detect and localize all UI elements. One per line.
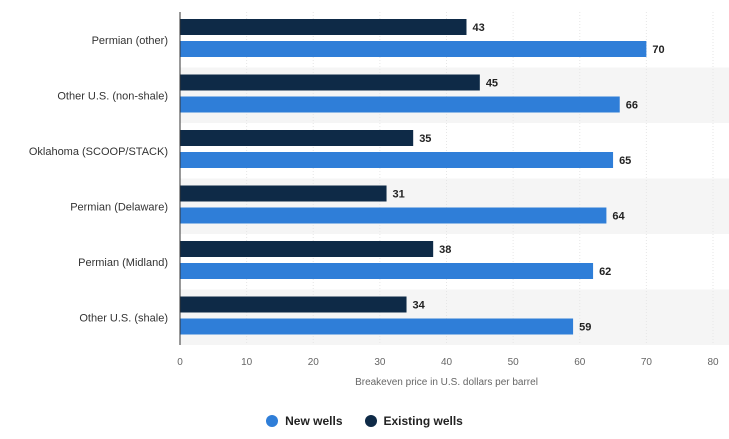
- legend-item-new-wells[interactable]: New wells: [266, 414, 343, 428]
- value-label-new-wells-permian-delaware: 64: [612, 211, 625, 223]
- x-tick-60: 60: [574, 357, 586, 368]
- value-label-new-wells-oklahoma-scoop-stack: 65: [619, 155, 631, 167]
- category-label-permian-other: Permian (other): [92, 35, 168, 47]
- value-label-existing-wells-permian-midland: 38: [439, 244, 451, 256]
- bar-new-wells-oklahoma-scoop-stack[interactable]: [180, 152, 614, 168]
- legend-marker-new-wells: [266, 415, 279, 427]
- bar-new-wells-other-u-s-shale[interactable]: [180, 318, 574, 335]
- value-label-existing-wells-other-u-s-non-shale: 45: [486, 78, 498, 90]
- category-label-permian-delaware: Permian (Delaware): [70, 201, 168, 213]
- x-axis-title: Breakeven price in U.S. dollars per barr…: [355, 377, 538, 388]
- legend-marker-existing-wells: [364, 415, 377, 427]
- bar-new-wells-permian-other[interactable]: [180, 41, 647, 57]
- bar-existing-wells-other-u-s-non-shale[interactable]: [180, 74, 480, 91]
- bar-existing-wells-other-u-s-shale[interactable]: [180, 296, 407, 313]
- bar-existing-wells-oklahoma-scoop-stack[interactable]: [180, 130, 414, 146]
- x-tick-40: 40: [441, 357, 453, 368]
- x-tick-50: 50: [508, 357, 520, 368]
- bar-existing-wells-permian-delaware[interactable]: [180, 185, 387, 202]
- bar-chart: 43 70 45 66 35 65 31 64 38 62 34 59 Permian (other)…: [28, 12, 719, 388]
- value-label-new-wells-other-u-s-shale: 59: [579, 322, 591, 334]
- x-tick-20: 20: [308, 357, 320, 368]
- legend-label-new-wells: New wells: [285, 414, 343, 428]
- category-label-other-u-s-non-shale: Other U.S. (non-shale): [57, 90, 168, 102]
- x-axis-ticks: 0 10 20 30 40 50 60 70 80: [177, 357, 719, 368]
- x-tick-80: 80: [707, 357, 719, 368]
- category-label-permian-midland: Permian (Midland): [78, 257, 168, 269]
- value-label-existing-wells-permian-other: 43: [472, 22, 484, 34]
- bars: 43 70 45 66 35 65 31 64 38 62 34 59: [180, 19, 665, 335]
- value-label-existing-wells-other-u-s-shale: 34: [413, 300, 426, 312]
- x-tick-30: 30: [374, 357, 386, 368]
- legend-label-existing-wells: Existing wells: [383, 414, 463, 428]
- value-label-existing-wells-permian-delaware: 31: [393, 189, 405, 201]
- bar-existing-wells-permian-midland[interactable]: [180, 241, 434, 257]
- x-tick-0: 0: [177, 357, 183, 368]
- category-label-oklahoma-scoop-stack: Oklahoma (SCOOP/STACK): [29, 146, 168, 158]
- bar-new-wells-permian-midland[interactable]: [180, 263, 594, 279]
- value-label-existing-wells-oklahoma-scoop-stack: 35: [419, 133, 431, 145]
- legend-item-existing-wells[interactable]: Existing wells: [364, 414, 463, 428]
- value-label-new-wells-permian-midland: 62: [599, 266, 611, 278]
- value-label-new-wells-permian-other: 70: [652, 44, 664, 56]
- bar-new-wells-other-u-s-non-shale[interactable]: [180, 96, 620, 113]
- x-tick-70: 70: [641, 357, 653, 368]
- bar-new-wells-permian-delaware[interactable]: [180, 207, 607, 224]
- bar-existing-wells-permian-other[interactable]: [180, 19, 467, 35]
- x-tick-10: 10: [241, 357, 253, 368]
- category-label-other-u-s-shale: Other U.S. (shale): [79, 312, 168, 324]
- legend: New wells Existing wells: [0, 414, 729, 428]
- value-label-new-wells-other-u-s-non-shale: 66: [626, 100, 638, 112]
- category-labels: Permian (other) Other U.S. (non-shale) Okl…: [29, 35, 168, 325]
